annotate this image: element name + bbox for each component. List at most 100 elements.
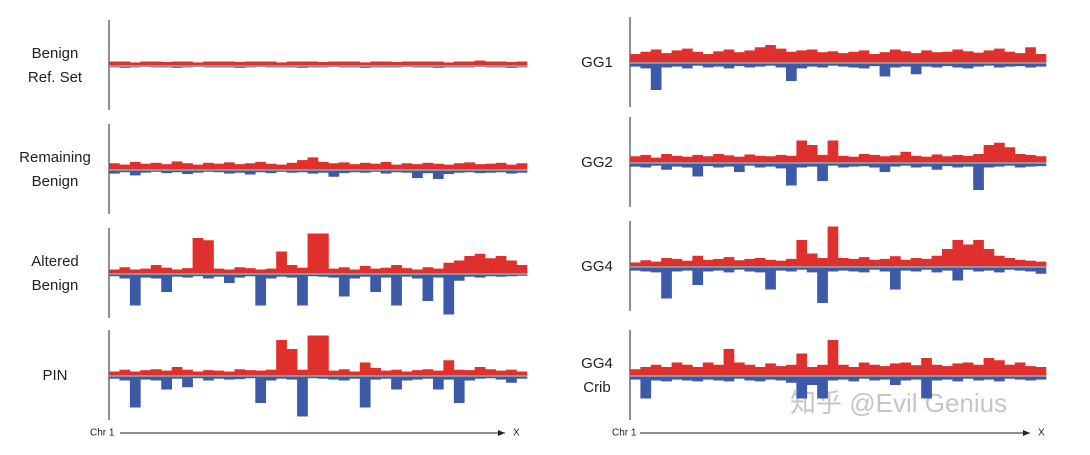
loss-bar xyxy=(942,63,953,67)
gain-bar xyxy=(265,369,277,376)
loss-bar xyxy=(182,376,193,388)
loss-bar xyxy=(931,376,943,381)
gain-bar xyxy=(307,233,319,274)
gain-bar xyxy=(244,370,256,376)
gain-bar xyxy=(192,62,204,66)
loss-bar xyxy=(942,163,953,167)
gain-bar xyxy=(1014,362,1026,376)
gain-bar xyxy=(119,61,131,66)
gain-bar xyxy=(754,47,766,63)
gain-bar xyxy=(796,353,808,376)
gain-bar xyxy=(1004,258,1016,267)
loss-bar xyxy=(495,170,507,173)
gain-bar xyxy=(640,367,652,376)
gain-bar xyxy=(734,362,745,376)
loss-bar xyxy=(495,376,507,380)
gain-bar xyxy=(890,49,901,63)
gain-bar xyxy=(286,162,298,170)
loss-bar xyxy=(328,376,340,380)
gain-bar xyxy=(276,251,287,274)
gain-bar xyxy=(692,367,704,376)
gain-bar xyxy=(692,154,704,163)
gain-bar xyxy=(516,163,528,170)
loss-bar xyxy=(952,267,964,281)
loss-bar xyxy=(349,376,361,379)
loss-bar xyxy=(973,63,984,67)
loss-bar xyxy=(734,267,745,270)
loss-bar xyxy=(276,170,287,172)
gain-bar xyxy=(806,145,818,163)
loss-bar xyxy=(931,163,943,170)
gain-bar xyxy=(630,262,641,267)
loss-bar xyxy=(931,63,943,68)
loss-bar xyxy=(328,170,340,177)
gain-bar xyxy=(994,360,1005,376)
loss-bar xyxy=(962,376,974,379)
loss-bar xyxy=(786,163,797,186)
gain-bar xyxy=(890,256,901,267)
loss-bar xyxy=(994,267,1005,273)
loss-bar xyxy=(234,376,246,380)
gain-bar xyxy=(838,155,849,163)
gain-bar xyxy=(265,163,277,170)
loss-bar xyxy=(702,63,714,68)
gain-bar xyxy=(858,362,870,376)
loss-bar xyxy=(817,163,828,181)
gain-bar xyxy=(858,154,870,163)
gain-bar xyxy=(443,62,455,66)
gain-bar xyxy=(1004,147,1016,163)
gain-bar xyxy=(244,268,256,274)
gain-bar xyxy=(942,156,953,163)
loss-bar xyxy=(203,274,214,279)
loss-bar xyxy=(349,170,361,173)
gain-bar xyxy=(734,52,745,63)
gain-bar xyxy=(318,335,329,376)
loss-bar xyxy=(838,63,849,67)
loss-bar xyxy=(453,170,465,173)
loss-bar xyxy=(650,267,662,273)
loss-bar xyxy=(297,170,308,173)
panel-label: Altered xyxy=(31,253,79,270)
loss-bar xyxy=(994,63,1005,68)
loss-bar xyxy=(380,170,392,174)
loss-bar xyxy=(297,274,308,306)
gain-bar xyxy=(1004,51,1016,63)
loss-bar xyxy=(921,63,932,67)
gain-bar xyxy=(328,370,340,376)
loss-bar xyxy=(370,170,381,172)
gain-bar xyxy=(318,161,329,170)
gain-bar xyxy=(213,370,225,376)
loss-bar xyxy=(827,267,839,272)
loss-bar xyxy=(182,170,193,175)
loss-bar xyxy=(910,63,922,75)
loss-bar xyxy=(754,267,766,273)
loss-bar xyxy=(297,66,308,68)
loss-bar xyxy=(817,63,828,68)
loss-bar xyxy=(973,376,984,381)
gain-bar xyxy=(879,52,891,63)
gain-bar xyxy=(109,163,120,170)
panel-label: Crib xyxy=(583,379,611,396)
gain-bar xyxy=(119,267,131,274)
loss-bar xyxy=(817,376,828,399)
loss-bar xyxy=(1035,163,1047,167)
gain-bar xyxy=(516,265,528,274)
gain-bar xyxy=(338,369,350,376)
gain-bar xyxy=(359,362,371,376)
loss-bar xyxy=(223,170,235,174)
loss-bar xyxy=(203,170,214,172)
gain-bar xyxy=(1035,367,1047,376)
loss-bar xyxy=(234,170,246,173)
loss-bar xyxy=(962,163,974,167)
loss-bar xyxy=(1014,163,1026,168)
loss-bar xyxy=(734,376,745,379)
loss-bar xyxy=(234,274,246,278)
gain-bar xyxy=(1035,261,1047,267)
gain-bar xyxy=(443,360,455,376)
gain-bar xyxy=(838,53,849,63)
gain-bar xyxy=(129,62,141,66)
gain-bar xyxy=(453,61,465,66)
loss-bar xyxy=(994,163,1005,167)
gain-bar xyxy=(182,61,193,66)
loss-bar xyxy=(359,376,371,408)
